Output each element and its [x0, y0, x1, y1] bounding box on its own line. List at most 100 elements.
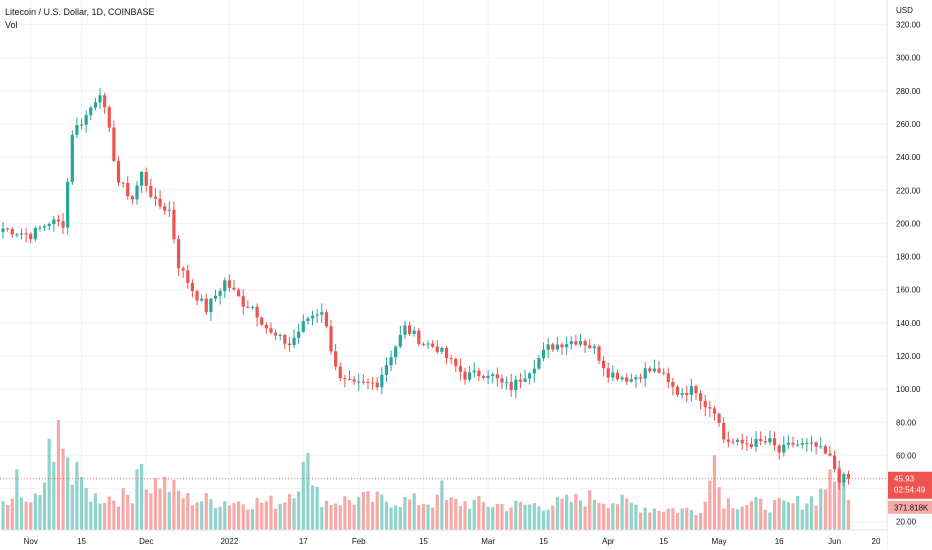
volume-bar — [42, 482, 47, 530]
candle — [204, 298, 208, 313]
volume-bar — [195, 502, 199, 530]
candle — [70, 134, 74, 183]
x-tick-label: 15 — [419, 537, 428, 546]
volume-bar — [444, 500, 449, 530]
volume-bar — [440, 480, 444, 530]
volume-bar — [338, 505, 342, 530]
candle — [560, 344, 564, 348]
candle — [6, 228, 10, 230]
volume-bar — [777, 498, 781, 530]
candle — [121, 182, 125, 184]
candle — [389, 357, 393, 366]
y-tick-label: 80.00 — [896, 418, 917, 427]
candle — [320, 312, 324, 315]
candle — [514, 379, 518, 391]
volume-bar — [84, 488, 88, 530]
candle — [213, 295, 218, 299]
candle — [675, 386, 680, 395]
y-tick-label: 220.00 — [896, 186, 921, 195]
candle — [297, 331, 301, 338]
volume-bar — [703, 501, 707, 530]
volume-bar — [237, 501, 241, 530]
volume-bar — [800, 509, 804, 530]
candle — [384, 365, 389, 375]
candle — [685, 393, 689, 396]
candle — [158, 198, 162, 207]
volume-bar — [140, 464, 144, 530]
candle — [555, 344, 559, 350]
currency-label: USD — [896, 6, 913, 15]
volume-bar — [717, 487, 721, 530]
volume-bar — [158, 488, 162, 530]
volume-bar — [555, 496, 559, 530]
candle — [310, 315, 315, 319]
volume-bar — [615, 504, 620, 530]
candle — [38, 227, 42, 229]
candle — [671, 382, 675, 387]
volume-bar — [504, 511, 509, 530]
candle — [357, 381, 361, 383]
candle — [740, 439, 744, 444]
volume-bar — [629, 502, 633, 530]
volume-bar — [699, 513, 703, 530]
volume-bar — [606, 507, 610, 530]
candle — [569, 341, 573, 345]
candle — [84, 115, 88, 125]
volume-bar — [93, 493, 97, 530]
candle — [528, 373, 532, 379]
y-tick-label: 20.00 — [896, 518, 917, 527]
volume-bar — [560, 498, 564, 530]
volume-bar — [685, 507, 689, 530]
candle — [551, 344, 555, 350]
candle — [759, 438, 763, 442]
x-tick-label: 2022 — [220, 537, 238, 546]
volume-bar — [361, 492, 365, 530]
volume-bar — [375, 491, 379, 530]
y-tick-label: 280.00 — [896, 87, 921, 96]
volume-bar — [722, 508, 726, 530]
candle — [717, 413, 721, 423]
candle — [431, 343, 435, 347]
volume-bar — [264, 501, 268, 530]
volume-bar — [269, 495, 273, 530]
candle — [565, 344, 569, 348]
candle — [407, 325, 412, 334]
volume-bar — [500, 504, 504, 530]
candle — [403, 325, 407, 335]
candle — [689, 386, 693, 396]
candle — [541, 349, 546, 359]
volume-bar — [634, 504, 638, 530]
volume-bar — [19, 497, 24, 530]
candle — [819, 446, 823, 448]
volume-bar — [329, 504, 333, 530]
candle — [472, 370, 476, 373]
candle — [504, 382, 509, 384]
candle — [130, 196, 134, 200]
candle — [61, 221, 65, 228]
candle — [116, 160, 121, 183]
y-tick-label: 300.00 — [896, 54, 921, 63]
volume-bar — [819, 488, 823, 530]
volume-bar — [763, 509, 767, 530]
volume-bar — [625, 498, 629, 530]
volume-bar — [541, 510, 546, 530]
volume-bar — [745, 504, 749, 530]
candle — [578, 340, 583, 345]
volume-bar — [662, 511, 666, 530]
candle — [329, 326, 333, 352]
candle — [809, 442, 814, 444]
volume-bar — [172, 480, 176, 530]
volume-bar — [260, 502, 264, 530]
candle — [481, 376, 486, 378]
volume-bar — [116, 506, 121, 530]
y-tick-label: 120.00 — [896, 352, 921, 361]
candle — [163, 206, 167, 211]
candle — [615, 372, 620, 380]
volume-bar — [666, 508, 670, 530]
volume-bar — [842, 483, 846, 530]
volume-bar — [306, 453, 310, 530]
volume-bar — [671, 508, 675, 530]
candle — [763, 441, 767, 443]
